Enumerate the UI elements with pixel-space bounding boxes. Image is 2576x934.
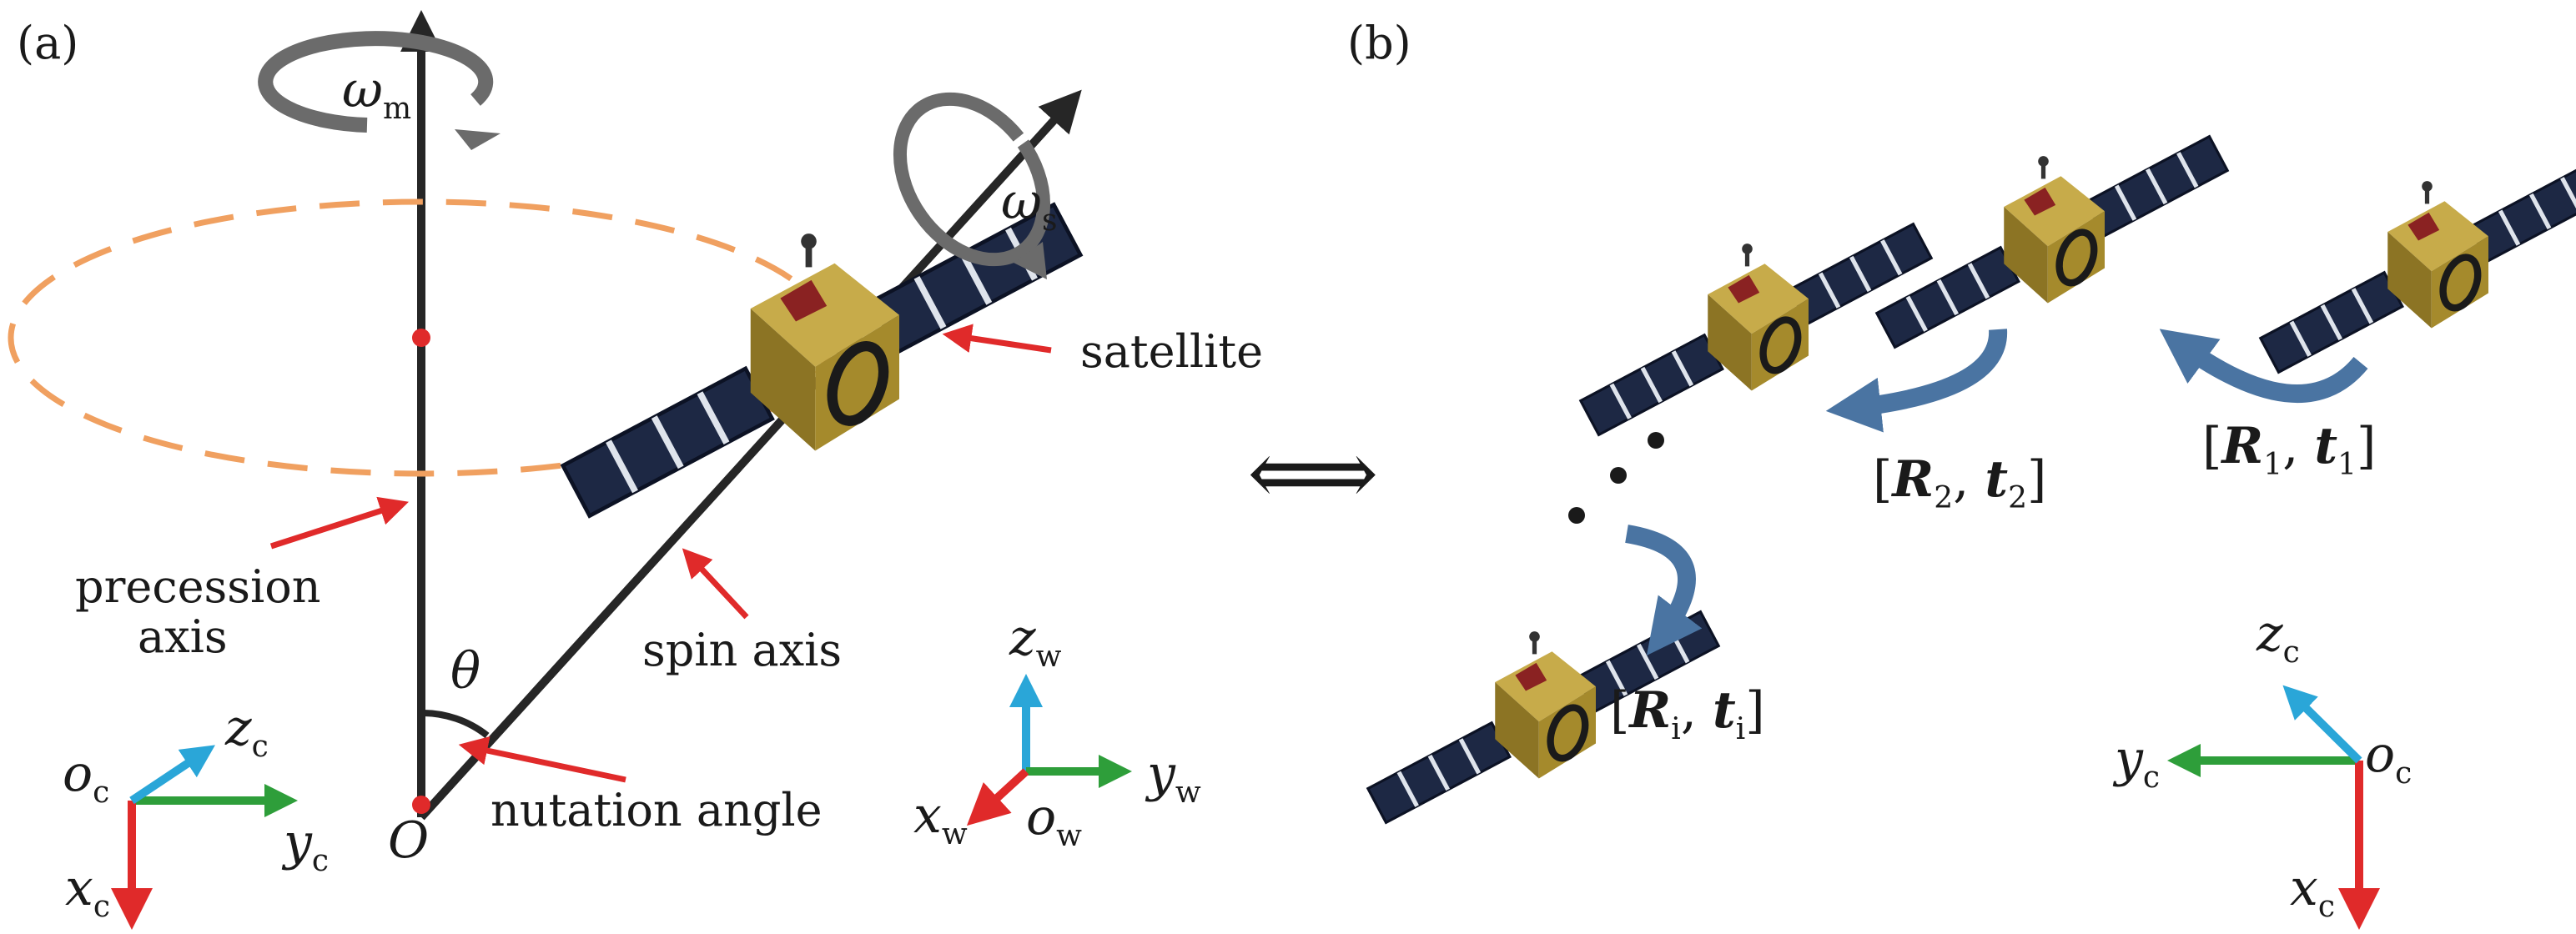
camera-origin-label: oc [2365, 726, 2412, 791]
nutation-angle-arc [420, 709, 490, 739]
satellite-icon [563, 204, 1081, 515]
camera-z-axis-arrow [129, 745, 215, 805]
sequence-dot [1610, 467, 1627, 484]
camera-y-label: yc [281, 813, 329, 878]
world-z-label: zw [1009, 609, 1062, 674]
precession-center-dot [412, 329, 430, 347]
nutation-pointer-arrow [458, 736, 626, 783]
pose-arrow-2 [1825, 329, 2008, 433]
camera-z-axis-arrow [2282, 685, 2362, 764]
panel-b: (b) [R2, t2] [R1, t1] [Ri, ti] oc zc yc … [1347, 17, 2576, 930]
spin-pointer-arrow [682, 548, 749, 620]
world-x-label: xw [913, 786, 968, 851]
world-axes: zw yw xw ow [913, 609, 1201, 853]
omega-s-symbol: ωs [1001, 173, 1057, 238]
equivalence-symbol: ⟺ [1247, 419, 1379, 526]
camera-z-label: zc [224, 699, 269, 764]
spin-axis-label: spin axis [642, 624, 842, 676]
satellite-icon [1877, 137, 2227, 348]
origin-dot [412, 796, 430, 814]
panel-a: (a) ωm ωs satellite precession [8, 10, 1263, 930]
pose-arrow-1 [2159, 329, 2368, 403]
sequence-dot [1648, 432, 1664, 449]
satellite-pointer-arrow [942, 324, 1052, 354]
origin-label: O [388, 811, 429, 870]
precession-axis-label-line2: axis [138, 610, 228, 663]
camera-y-label: yc [2112, 730, 2160, 795]
precession-axis-label-line1: precession [75, 560, 321, 613]
pose-label-2: [R2, t2] [1873, 450, 2046, 515]
satellite-icon [2261, 162, 2576, 373]
rotation-arrow-icon [893, 92, 1051, 279]
satellite-label: satellite [1080, 325, 1263, 378]
precession-pointer-arrow [269, 496, 409, 550]
camera-x-label: xc [2290, 859, 2335, 924]
theta-symbol: θ [450, 642, 480, 700]
camera-z-label: zc [2256, 605, 2300, 670]
camera-x-label: xc [65, 859, 110, 924]
pose-label-i: [Ri, ti] [1610, 681, 1765, 746]
camera-axes-b: oc zc yc xc [2112, 605, 2412, 930]
pose-label-1: [R1, t1] [2202, 417, 2376, 482]
panel-b-label: (b) [1347, 17, 1411, 69]
camera-origin-label: oc [63, 745, 109, 810]
rotation-arrow-icon [258, 31, 501, 150]
camera-axes-a: oc zc yc xc [63, 699, 329, 930]
nutation-angle-label: nutation angle [491, 784, 823, 836]
world-x-axis-arrow [966, 768, 1029, 826]
sequence-dot [1568, 507, 1585, 524]
panel-a-label: (a) [17, 17, 78, 69]
spin-axis-line [418, 89, 1082, 821]
pose-arrow-i [1625, 525, 1703, 656]
omega-m-symbol: ωm [342, 61, 411, 126]
world-y-label: yw [1145, 745, 1201, 810]
world-origin-label: ow [1026, 788, 1082, 853]
